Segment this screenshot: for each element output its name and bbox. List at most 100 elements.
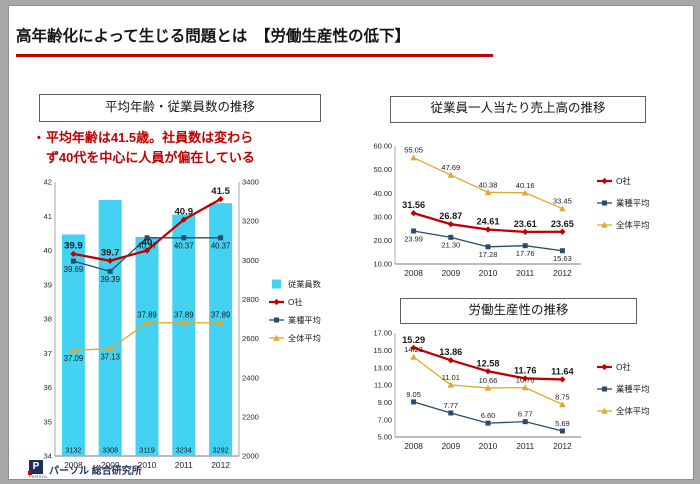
- svg-text:10.00: 10.00: [374, 260, 393, 269]
- svg-text:40.37: 40.37: [137, 242, 157, 251]
- svg-text:23.61: 23.61: [514, 219, 537, 229]
- svg-text:業種平均: 業種平均: [616, 198, 650, 208]
- svg-text:全体平均: 全体平均: [616, 220, 650, 230]
- svg-text:11.64: 11.64: [551, 366, 574, 376]
- labor-productivity-line-chart: 5.00 7.00 9.00 11.00 13.00 15.00 17.00 2008 2009…: [374, 329, 650, 451]
- svg-text:39.7: 39.7: [101, 248, 120, 259]
- svg-text:10.66: 10.66: [479, 376, 498, 385]
- svg-text:42: 42: [44, 178, 52, 187]
- svg-text:全体平均: 全体平均: [616, 406, 650, 416]
- svg-text:2000: 2000: [242, 452, 259, 461]
- svg-text:35: 35: [44, 417, 52, 426]
- svg-text:2011: 2011: [516, 268, 534, 278]
- svg-text:39: 39: [44, 280, 52, 289]
- logo-red-dot-icon: [28, 471, 32, 475]
- title-underline: [16, 54, 493, 57]
- svg-text:業種平均: 業種平均: [616, 384, 650, 394]
- age-chart-title: 平均年齢・従業員数の推移: [39, 94, 321, 122]
- svg-text:24.61: 24.61: [477, 217, 500, 227]
- svg-text:40.38: 40.38: [479, 180, 498, 189]
- svg-text:17.28: 17.28: [479, 250, 498, 259]
- svg-text:9.05: 9.05: [406, 390, 421, 399]
- svg-text:3234: 3234: [176, 446, 192, 455]
- svg-text:60.00: 60.00: [374, 142, 393, 151]
- svg-text:11.76: 11.76: [514, 365, 536, 375]
- svg-text:3292: 3292: [213, 446, 229, 455]
- logo-letter: P: [32, 461, 40, 472]
- svg-text:8.75: 8.75: [555, 393, 570, 402]
- bullet-icon: •: [37, 132, 41, 144]
- svg-text:21.30: 21.30: [441, 241, 460, 250]
- svg-text:11.00: 11.00: [374, 381, 392, 390]
- svg-text:33.45: 33.45: [553, 197, 572, 206]
- svg-text:40.37: 40.37: [211, 242, 231, 251]
- svg-text:業種平均: 業種平均: [288, 315, 321, 325]
- svg-text:47.69: 47.69: [441, 163, 460, 172]
- svg-text:17.00: 17.00: [374, 329, 393, 338]
- svg-text:34: 34: [44, 452, 52, 461]
- svg-text:23.99: 23.99: [404, 234, 423, 243]
- svg-text:2010: 2010: [479, 268, 498, 278]
- svg-text:3308: 3308: [102, 446, 118, 455]
- svg-text:2009: 2009: [441, 441, 460, 451]
- svg-text:40.00: 40.00: [374, 189, 393, 198]
- svg-text:2800: 2800: [242, 295, 259, 304]
- svg-text:14.23: 14.23: [404, 345, 423, 354]
- svg-text:2008: 2008: [64, 460, 83, 470]
- svg-text:2012: 2012: [211, 460, 230, 470]
- svg-text:15.63: 15.63: [553, 254, 572, 263]
- svg-text:40.16: 40.16: [516, 181, 535, 190]
- svg-text:39.69: 39.69: [64, 265, 84, 274]
- svg-text:2011: 2011: [175, 460, 193, 470]
- svg-text:55.05: 55.05: [404, 146, 423, 155]
- svg-text:20.00: 20.00: [374, 236, 393, 245]
- svg-text:6.77: 6.77: [518, 410, 533, 419]
- svg-text:37.09: 37.09: [64, 354, 84, 363]
- svg-text:5.00: 5.00: [378, 433, 392, 442]
- sales-chart-title: 従業員一人当たり売上高の推移: [390, 96, 646, 123]
- svg-text:36: 36: [44, 383, 52, 392]
- svg-text:2010: 2010: [479, 441, 498, 451]
- svg-text:7.00: 7.00: [378, 415, 392, 424]
- svg-text:40.9: 40.9: [174, 206, 193, 217]
- svg-text:2009: 2009: [101, 460, 120, 470]
- svg-text:39.39: 39.39: [100, 275, 120, 284]
- productivity-chart-title: 労働生産性の推移: [400, 298, 637, 324]
- svg-text:3200: 3200: [242, 217, 259, 226]
- svg-text:37.89: 37.89: [211, 311, 231, 320]
- slide: 高年齢化によって生じる問題とは 【労働生産性の低下】 平均年齢・従業員数の推移 …: [8, 5, 694, 480]
- svg-text:2012: 2012: [553, 441, 572, 451]
- svg-text:11.01: 11.01: [442, 373, 460, 382]
- footer: P PERSOL パーソル 総合研究所: [28, 460, 142, 479]
- annotation-note: • 平均年齢は41.5歳。社員数は変わらず40代を中心に人員が偏在している: [37, 128, 264, 167]
- svg-text:13.86: 13.86: [439, 347, 462, 357]
- svg-text:2011: 2011: [516, 441, 534, 451]
- svg-text:9.00: 9.00: [378, 398, 392, 407]
- svg-text:13.00: 13.00: [374, 363, 393, 372]
- svg-text:O社: O社: [616, 176, 632, 186]
- logo-subtext: PERSOL: [29, 474, 49, 479]
- logo-block: P PERSOL: [28, 460, 49, 479]
- svg-text:5.69: 5.69: [555, 419, 570, 428]
- svg-text:23.65: 23.65: [551, 219, 574, 229]
- svg-text:O社: O社: [288, 297, 303, 307]
- svg-text:12.58: 12.58: [477, 358, 500, 368]
- svg-text:37: 37: [44, 349, 52, 358]
- svg-text:38: 38: [44, 315, 52, 324]
- sales-per-employee-line-chart: 10.00 20.00 30.00 40.00 50.00 60.00 2008 2009 20…: [374, 142, 650, 278]
- footer-brand: パーソル 総合研究所: [49, 466, 142, 477]
- svg-text:2400: 2400: [242, 373, 259, 382]
- svg-text:37.89: 37.89: [137, 311, 157, 320]
- svg-text:2009: 2009: [441, 268, 460, 278]
- svg-text:37.13: 37.13: [100, 353, 120, 362]
- page-title: 高年齢化によって生じる問題とは 【労働生産性の低下】: [16, 28, 411, 45]
- svg-text:O社: O社: [616, 362, 632, 372]
- svg-text:3132: 3132: [65, 446, 81, 455]
- svg-text:41: 41: [44, 212, 52, 221]
- age-and-headcount-combo-chart: 34 35 36 37 38 39 40 41 42 2000 2200 2400 2600 2800 30…: [44, 178, 321, 470]
- svg-text:39.9: 39.9: [64, 241, 83, 252]
- svg-text:2010: 2010: [138, 460, 157, 470]
- svg-text:37.89: 37.89: [174, 311, 194, 320]
- svg-text:全体平均: 全体平均: [288, 333, 321, 343]
- svg-text:40.37: 40.37: [174, 242, 194, 251]
